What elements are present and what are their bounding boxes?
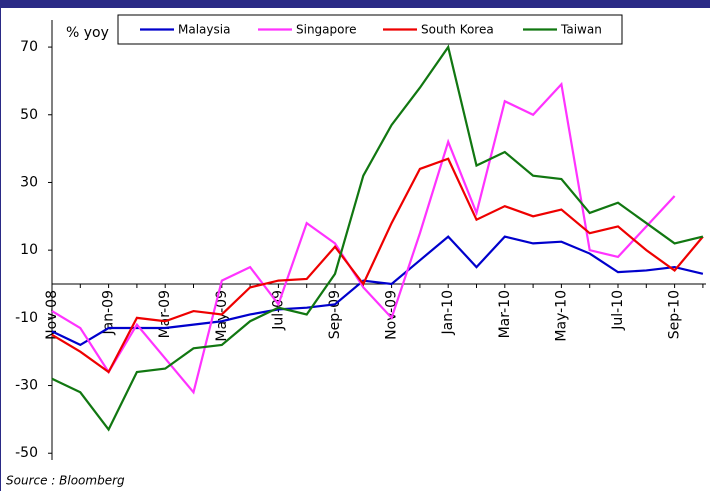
series-line bbox=[51, 81, 676, 395]
x-tick-label: May-09 bbox=[214, 290, 230, 342]
y-tick-label: 10 bbox=[20, 242, 38, 258]
y-tick-label: 50 bbox=[20, 107, 38, 123]
x-tick-label: Jul-10 bbox=[610, 290, 626, 331]
x-tick-label: May-10 bbox=[553, 290, 569, 342]
legend-label: South Korea bbox=[421, 23, 494, 37]
legend-label: Malaysia bbox=[178, 23, 230, 37]
y-tick-label: 70 bbox=[20, 39, 38, 55]
series-line bbox=[51, 235, 704, 347]
series-line bbox=[51, 157, 704, 374]
x-tick-label: Mar-09 bbox=[157, 290, 173, 338]
x-tick-label: Nov-08 bbox=[44, 290, 60, 340]
y-tick-label: -10 bbox=[15, 310, 38, 326]
y-tick-label: 30 bbox=[20, 174, 38, 190]
x-tick-label: Jan-09 bbox=[101, 290, 117, 335]
legend-label: Taiwan bbox=[560, 23, 602, 37]
x-tick-label: Jan-10 bbox=[440, 290, 456, 335]
legend-label: Singapore bbox=[296, 23, 357, 37]
x-tick-label: Sep-09 bbox=[327, 290, 343, 339]
y-tick-label: -50 bbox=[15, 445, 38, 461]
top-bar bbox=[0, 0, 710, 8]
y-tick-label: -30 bbox=[15, 378, 38, 394]
x-tick-label: Mar-10 bbox=[497, 290, 513, 338]
y-axis-label: % yoy bbox=[66, 25, 109, 41]
series-line bbox=[51, 44, 704, 432]
source: Source : Bloomberg bbox=[6, 474, 125, 488]
x-tick-label: Sep-10 bbox=[667, 290, 683, 339]
